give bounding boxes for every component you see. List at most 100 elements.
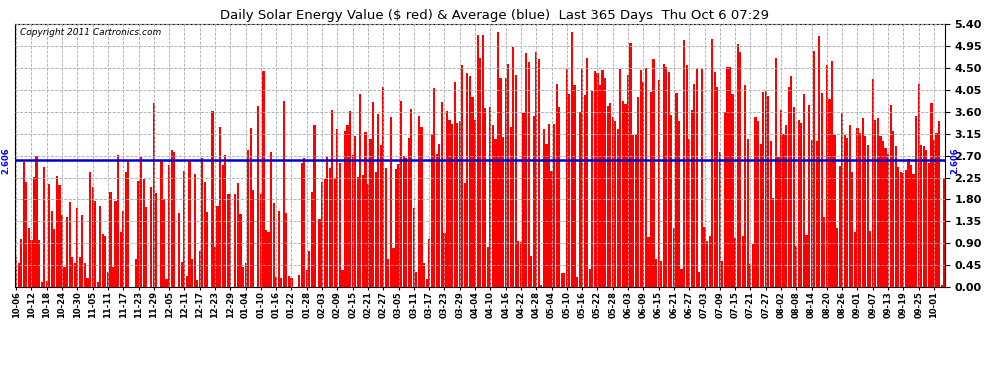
Bar (612, 117, 614, 287)
Bar (667, 72, 670, 287)
Bar (170, 150, 172, 287)
Bar (686, 65, 688, 287)
Bar (853, 231, 856, 287)
Bar (390, 117, 392, 287)
Bar (558, 107, 560, 287)
Bar (821, 93, 823, 287)
Bar (115, 201, 117, 287)
Bar (397, 164, 400, 287)
Bar (76, 208, 78, 287)
Bar (573, 85, 575, 287)
Bar (18, 263, 20, 287)
Bar (476, 34, 479, 287)
Bar (550, 171, 552, 287)
Bar (436, 154, 438, 287)
Bar (369, 139, 371, 287)
Bar (367, 184, 369, 287)
Bar (732, 94, 734, 287)
Bar (53, 229, 55, 287)
Bar (301, 163, 303, 287)
Bar (306, 270, 308, 287)
Bar (439, 144, 441, 287)
Bar (41, 282, 43, 287)
Bar (361, 176, 364, 287)
Bar (469, 76, 471, 287)
Bar (466, 73, 468, 287)
Bar (408, 138, 410, 287)
Bar (693, 84, 695, 287)
Bar (920, 145, 923, 287)
Bar (897, 166, 899, 287)
Bar (541, 285, 543, 287)
Bar (382, 87, 384, 287)
Bar (788, 87, 790, 287)
Bar (688, 139, 690, 287)
Bar (351, 156, 353, 287)
Bar (112, 267, 114, 287)
Bar (716, 87, 719, 287)
Bar (484, 108, 486, 287)
Bar (423, 263, 425, 287)
Bar (44, 167, 46, 287)
Bar (374, 172, 377, 287)
Bar (214, 248, 216, 287)
Bar (259, 194, 262, 287)
Bar (704, 227, 706, 287)
Bar (882, 141, 884, 287)
Bar (515, 75, 517, 287)
Bar (729, 67, 731, 287)
Bar (940, 285, 942, 287)
Bar (811, 140, 813, 287)
Bar (719, 152, 721, 287)
Bar (219, 127, 221, 287)
Bar (125, 172, 127, 287)
Bar (385, 168, 387, 287)
Bar (908, 159, 910, 287)
Bar (81, 215, 83, 287)
Bar (931, 104, 933, 287)
Bar (36, 156, 38, 287)
Bar (434, 87, 436, 287)
Bar (512, 47, 515, 287)
Bar (609, 103, 611, 287)
Bar (38, 240, 41, 287)
Bar (706, 242, 708, 287)
Bar (800, 123, 803, 287)
Bar (321, 182, 323, 287)
Bar (150, 187, 152, 287)
Bar (772, 198, 774, 287)
Bar (201, 158, 203, 287)
Bar (168, 165, 170, 287)
Bar (461, 65, 463, 287)
Bar (94, 201, 96, 287)
Bar (138, 181, 140, 287)
Bar (594, 71, 596, 287)
Bar (252, 190, 254, 287)
Bar (568, 94, 570, 287)
Bar (887, 154, 889, 287)
Bar (533, 116, 535, 287)
Bar (31, 240, 33, 287)
Bar (915, 116, 917, 287)
Bar (500, 78, 502, 287)
Bar (530, 256, 533, 287)
Bar (826, 66, 828, 287)
Bar (528, 62, 530, 287)
Bar (581, 68, 583, 287)
Bar (314, 124, 316, 287)
Bar (63, 267, 65, 287)
Bar (474, 120, 476, 287)
Bar (196, 280, 198, 287)
Bar (523, 112, 525, 287)
Bar (128, 161, 130, 287)
Bar (869, 231, 871, 287)
Bar (481, 34, 484, 287)
Bar (751, 244, 754, 287)
Bar (617, 129, 619, 287)
Bar (622, 101, 624, 287)
Bar (711, 39, 713, 287)
Bar (722, 261, 724, 287)
Bar (421, 127, 423, 287)
Bar (724, 112, 726, 287)
Bar (494, 140, 497, 287)
